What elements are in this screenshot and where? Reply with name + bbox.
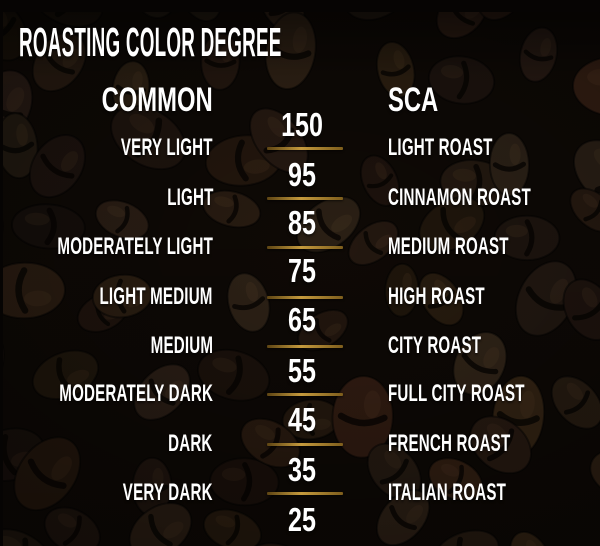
common-label: VERY DARK <box>123 479 213 506</box>
common-label: DARK <box>168 430 213 457</box>
divider-line <box>267 492 343 495</box>
divider-line <box>267 296 343 299</box>
scale-number: 55 <box>288 352 316 389</box>
sca-label: FULL CITY ROAST <box>388 380 525 407</box>
common-label: MODERATELY LIGHT <box>57 233 213 260</box>
scale-number: 85 <box>288 204 316 241</box>
divider-line <box>267 443 343 446</box>
sca-label: LIGHT ROAST <box>388 134 493 161</box>
page-title: ROASTING COLOR DEGREE <box>19 19 282 65</box>
common-label: MODERATELY DARK <box>59 380 213 407</box>
scale-number: 95 <box>288 156 316 193</box>
sca-label: ITALIAN ROAST <box>388 479 507 506</box>
divider-line <box>267 393 343 396</box>
divider-line <box>267 197 343 200</box>
top-edge-bar <box>0 0 600 12</box>
divider-line <box>267 246 343 249</box>
left-edge-bar <box>0 0 3 546</box>
sca-label: HIGH ROAST <box>388 283 485 310</box>
scale-number: 45 <box>288 401 316 438</box>
column-header-common: COMMON <box>101 81 213 119</box>
sca-label: CINNAMON ROAST <box>388 184 531 211</box>
scale-number: 65 <box>288 301 316 338</box>
common-label: LIGHT MEDIUM <box>99 283 213 310</box>
scale-number: 25 <box>288 501 316 538</box>
sca-label: MEDIUM ROAST <box>388 233 509 260</box>
scale-number: 75 <box>288 252 316 289</box>
scale-number: 35 <box>288 451 316 488</box>
sca-label: CITY ROAST <box>388 332 482 359</box>
common-label: MEDIUM <box>150 332 213 359</box>
common-label: LIGHT <box>166 184 213 211</box>
scale-number: 150 <box>281 106 323 143</box>
divider-line <box>267 147 343 150</box>
sca-label: FRENCH ROAST <box>388 430 511 457</box>
column-header-sca: SCA <box>388 81 439 119</box>
common-label: VERY LIGHT <box>121 134 213 161</box>
divider-line <box>267 345 343 348</box>
